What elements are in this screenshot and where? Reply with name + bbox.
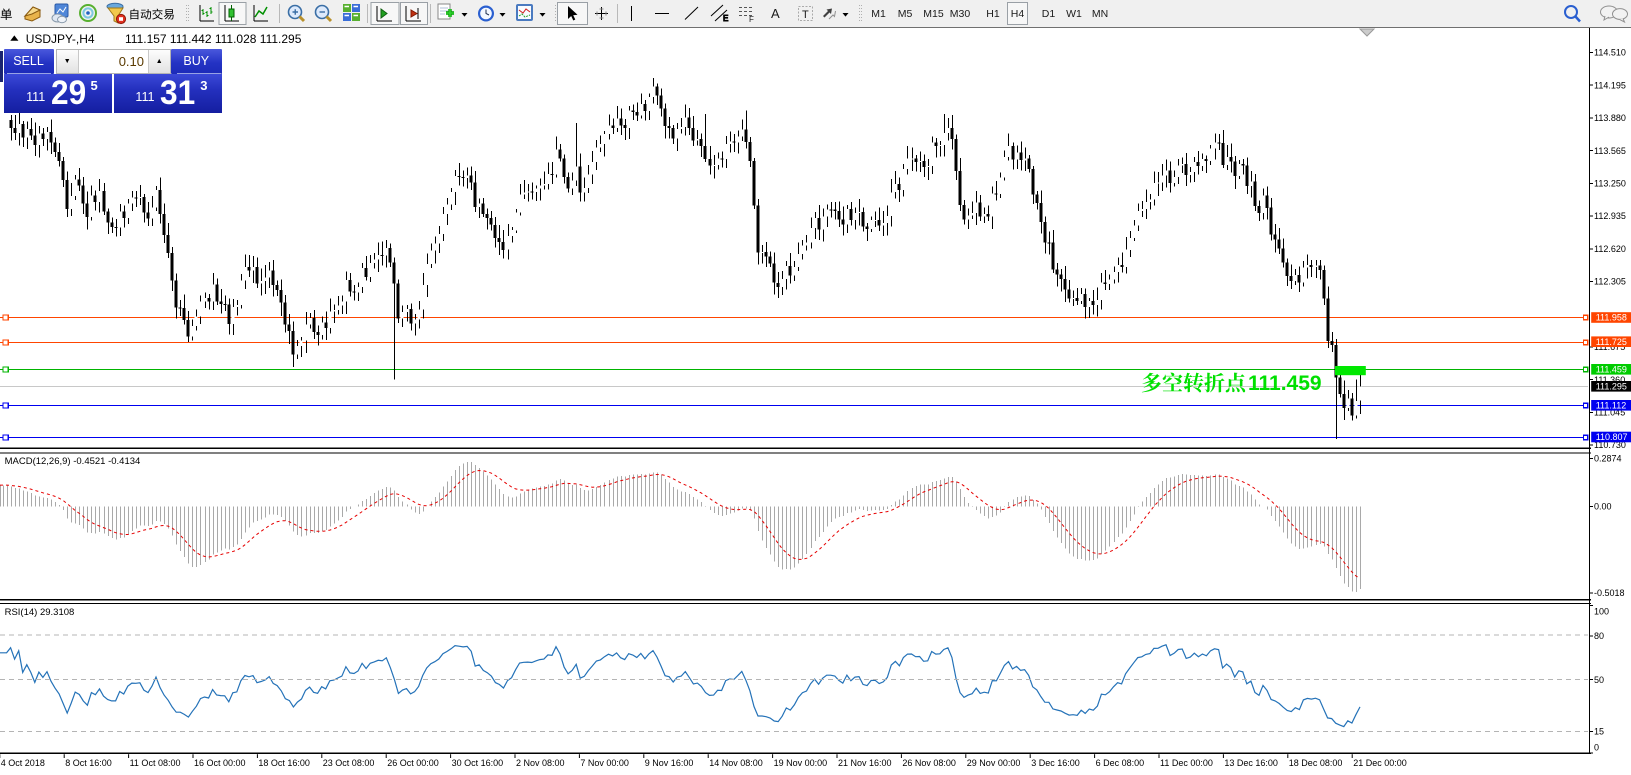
svg-text:D1: D1 — [1042, 8, 1056, 20]
svg-text:M1: M1 — [871, 8, 886, 20]
svg-text:114.510: 114.510 — [1594, 48, 1626, 58]
svg-text:W1: W1 — [1066, 8, 1082, 20]
svg-text:M15: M15 — [923, 8, 944, 20]
svg-text:6 Dec 08:00: 6 Dec 08:00 — [1096, 758, 1145, 768]
svg-text:E: E — [723, 14, 728, 23]
svg-text:0.00: 0.00 — [1594, 502, 1612, 512]
svg-text:110.807: 110.807 — [1596, 432, 1628, 442]
svg-text:9 Nov 16:00: 9 Nov 16:00 — [645, 758, 694, 768]
svg-text:11 Dec 00:00: 11 Dec 00:00 — [1160, 758, 1213, 768]
svg-text:112.620: 112.620 — [1594, 244, 1626, 254]
svg-text:111.045: 111.045 — [1594, 408, 1625, 418]
svg-text:112.935: 112.935 — [1594, 211, 1626, 221]
svg-text:11 Oct 08:00: 11 Oct 08:00 — [130, 758, 181, 768]
svg-text:111.459: 111.459 — [1596, 365, 1627, 375]
svg-text:H4: H4 — [1011, 8, 1025, 20]
svg-text:16 Oct 00:00: 16 Oct 00:00 — [194, 758, 246, 768]
svg-text:F: F — [749, 15, 754, 24]
svg-text:A: A — [771, 6, 780, 21]
svg-text:4 Oct 2018: 4 Oct 2018 — [1, 758, 45, 768]
svg-text:112.305: 112.305 — [1594, 277, 1626, 287]
svg-text:0: 0 — [1594, 743, 1599, 753]
svg-text:113.880: 113.880 — [1594, 113, 1626, 123]
svg-text:13 Dec 16:00: 13 Dec 16:00 — [1224, 758, 1278, 768]
svg-text:111.675: 111.675 — [1594, 342, 1625, 352]
svg-text:21 Dec 00:00: 21 Dec 00:00 — [1353, 758, 1407, 768]
svg-text:19 Nov 00:00: 19 Nov 00:00 — [774, 758, 828, 768]
svg-text:H1: H1 — [986, 8, 1000, 20]
svg-text:29 Nov 00:00: 29 Nov 00:00 — [967, 758, 1021, 768]
svg-text:111.157 111.442 111.028 111.29: 111.157 111.442 111.028 111.295 — [125, 32, 302, 46]
svg-text:111.459: 111.459 — [1248, 372, 1322, 395]
svg-text:30 Oct 16:00: 30 Oct 16:00 — [452, 758, 504, 768]
svg-text:26 Oct 00:00: 26 Oct 00:00 — [387, 758, 439, 768]
svg-text:18 Oct 16:00: 18 Oct 16:00 — [258, 758, 310, 768]
svg-text:111.295: 111.295 — [1596, 382, 1627, 392]
svg-text:0.2874: 0.2874 — [1594, 454, 1622, 464]
svg-text:21 Nov 16:00: 21 Nov 16:00 — [838, 758, 892, 768]
svg-text:3 Dec 16:00: 3 Dec 16:00 — [1031, 758, 1080, 768]
svg-text:113.565: 113.565 — [1594, 146, 1626, 156]
svg-text:MACD(12,26,9) -0.4521 -0.4134: MACD(12,26,9) -0.4521 -0.4134 — [5, 456, 141, 467]
svg-text:111.725: 111.725 — [1596, 337, 1627, 347]
svg-text:14 Nov 08:00: 14 Nov 08:00 — [709, 758, 763, 768]
svg-text:M30: M30 — [950, 8, 971, 20]
svg-text:RSI(14) 29.3108: RSI(14) 29.3108 — [5, 607, 75, 618]
svg-text:T: T — [802, 9, 809, 21]
svg-text:80: 80 — [1594, 631, 1604, 641]
svg-text:114.195: 114.195 — [1594, 80, 1626, 90]
svg-text:23 Oct 08:00: 23 Oct 08:00 — [323, 758, 375, 768]
svg-text:MN: MN — [1092, 8, 1108, 20]
svg-text:50: 50 — [1594, 675, 1604, 685]
svg-text:15: 15 — [1594, 727, 1604, 737]
svg-text:2 Nov 08:00: 2 Nov 08:00 — [516, 758, 565, 768]
svg-text:111.958: 111.958 — [1596, 313, 1627, 323]
svg-text:-0.5018: -0.5018 — [1594, 588, 1625, 598]
svg-text:USDJPY-,H4: USDJPY-,H4 — [26, 32, 95, 46]
svg-text:111.360: 111.360 — [1594, 375, 1625, 385]
svg-text:111.112: 111.112 — [1596, 401, 1627, 411]
svg-text:7 Nov 00:00: 7 Nov 00:00 — [580, 758, 629, 768]
svg-text:113.250: 113.250 — [1594, 179, 1626, 189]
svg-text:26 Nov 08:00: 26 Nov 08:00 — [902, 758, 956, 768]
svg-text:100: 100 — [1594, 607, 1609, 617]
svg-text:8 Oct 16:00: 8 Oct 16:00 — [65, 758, 112, 768]
svg-text:M5: M5 — [898, 8, 913, 20]
svg-text:110.730: 110.730 — [1594, 440, 1626, 450]
svg-text:18 Dec 08:00: 18 Dec 08:00 — [1289, 758, 1343, 768]
